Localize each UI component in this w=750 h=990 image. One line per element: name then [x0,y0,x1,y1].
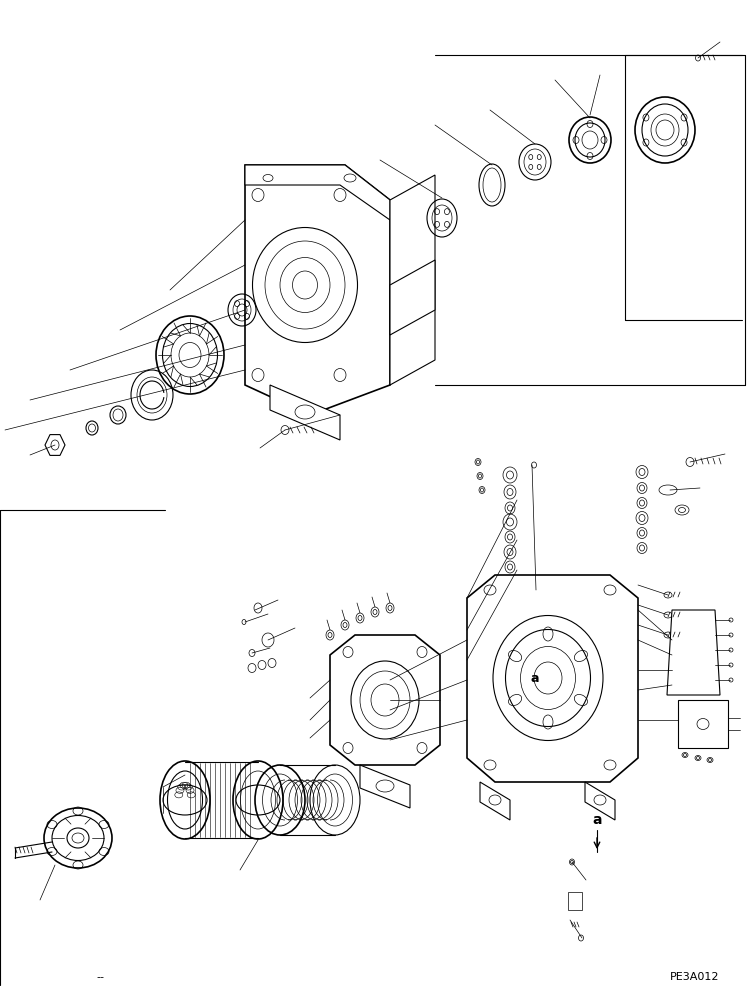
Polygon shape [270,385,340,440]
Ellipse shape [44,808,112,868]
Polygon shape [390,260,435,335]
Text: PE3A012: PE3A012 [670,972,720,982]
Text: a: a [531,671,539,684]
Polygon shape [467,575,638,782]
Polygon shape [480,782,510,820]
Text: --: -- [96,972,104,982]
Polygon shape [667,610,720,695]
Text: a: a [592,813,602,827]
Polygon shape [245,165,390,415]
Polygon shape [390,175,435,385]
Polygon shape [585,782,615,820]
Polygon shape [678,700,728,748]
Polygon shape [330,635,440,765]
Polygon shape [245,165,390,220]
Ellipse shape [253,228,358,343]
Polygon shape [360,765,410,808]
